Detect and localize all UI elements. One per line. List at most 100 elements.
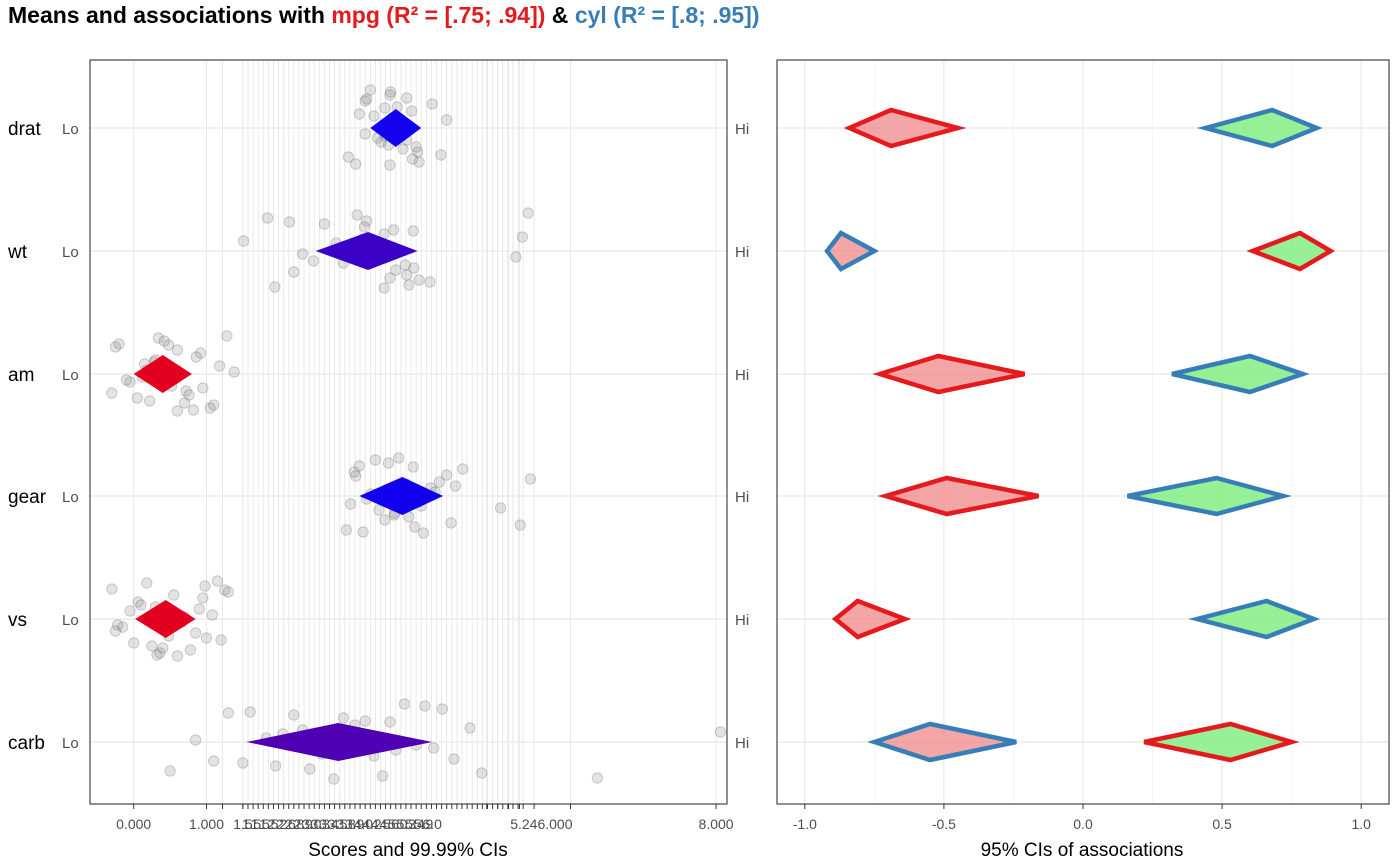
data-point-carb-10 xyxy=(288,709,300,721)
data-point-gear-31 xyxy=(350,470,362,482)
data-point-wt-24 xyxy=(413,274,425,286)
data-point-vs-19 xyxy=(168,589,180,601)
data-point-wt-13 xyxy=(403,279,415,291)
assoc-negative-wt xyxy=(824,230,880,272)
data-point-vs-28 xyxy=(151,649,163,661)
data-point-vs-11 xyxy=(109,625,122,637)
data-point-am-16 xyxy=(183,389,195,401)
data-point-wt-19 xyxy=(358,221,371,233)
left-x-tick-label-0: 0.000 xyxy=(116,816,151,832)
data-point-wt-7 xyxy=(408,262,420,274)
data-point-am-27 xyxy=(163,339,175,351)
assoc-positive-carb xyxy=(1143,721,1300,763)
data-point-wt-0 xyxy=(361,215,373,227)
data-point-am-3 xyxy=(171,405,183,417)
data-point-wt-29 xyxy=(238,235,250,247)
chart-title: Means and associations with mpg (R² = [.… xyxy=(8,2,760,29)
data-point-drat-20 xyxy=(375,136,387,148)
data-point-carb-29 xyxy=(714,726,727,738)
left-x-tick-label-overlap-1: 1.5 xyxy=(242,816,262,832)
data-point-gear-12 xyxy=(524,473,537,485)
assoc-negative-vs xyxy=(831,598,912,640)
data-point-wt-18 xyxy=(384,272,396,284)
data-point-gear-6 xyxy=(369,454,381,466)
row-lo-label-drat: Lo xyxy=(62,121,79,138)
left-x-tick-label-1: 1.000 xyxy=(189,816,224,832)
data-point-gear-5 xyxy=(345,498,357,510)
left-x-tick-label-right: 5.246.000 xyxy=(510,816,572,832)
data-point-gear-11 xyxy=(494,502,507,514)
data-point-carb-28 xyxy=(591,772,604,784)
row-hi-label-am: Hi xyxy=(735,367,749,384)
data-point-drat-18 xyxy=(435,149,447,161)
data-point-drat-1 xyxy=(411,146,424,158)
data-point-wt-27 xyxy=(283,216,296,228)
data-point-carb-19 xyxy=(337,712,349,724)
title-criterion-mpg: mpg (R² = [.75; .94]) xyxy=(331,2,546,28)
data-point-gear-21 xyxy=(393,452,405,464)
data-point-gear-10 xyxy=(457,463,469,475)
data-point-drat-19 xyxy=(426,98,438,110)
assoc-negative-drat xyxy=(843,107,967,149)
data-point-gear-4 xyxy=(441,469,453,481)
data-point-am-21 xyxy=(221,330,233,342)
data-point-gear-20 xyxy=(373,504,385,516)
data-point-drat-10 xyxy=(359,95,371,107)
left-x-tick-label-overlap-9: 3.3 xyxy=(311,816,331,832)
data-point-carb-31 xyxy=(384,716,396,728)
data-point-vs-15 xyxy=(199,580,211,592)
left-x-tick-label-overlap-8: 3.0 xyxy=(302,816,322,832)
data-point-am-0 xyxy=(113,338,125,350)
assoc-negative-carb xyxy=(867,721,1017,763)
row-lo-label-gear: Lo xyxy=(62,489,79,506)
data-point-carb-24 xyxy=(164,765,176,777)
title-joiner: & xyxy=(545,2,575,28)
mean-diamond-drat xyxy=(370,109,422,147)
data-point-vs-17 xyxy=(124,605,136,617)
right-x-tick-label-0: -1.0 xyxy=(793,816,817,832)
left-x-tick-label-overlap-11: 3.5 xyxy=(328,816,348,832)
row-label-am: am xyxy=(8,365,34,386)
left-x-tick-label-overlap-18: 5.0 xyxy=(388,816,408,832)
data-point-gear-1 xyxy=(379,514,391,526)
data-point-drat-23 xyxy=(353,108,365,120)
data-point-drat-8 xyxy=(406,153,419,165)
data-point-gear-15 xyxy=(382,457,395,469)
data-point-vs-6 xyxy=(141,577,153,589)
assoc-positive-vs xyxy=(1188,598,1321,640)
title-criterion-cyl: cyl (R² = [.8; .95]) xyxy=(574,2,760,28)
data-point-carb-16 xyxy=(237,757,249,769)
data-point-wt-4 xyxy=(387,224,400,236)
data-point-vs-29 xyxy=(193,603,205,615)
data-point-drat-31 xyxy=(379,102,391,114)
left-x-tick-label-overlap-12: 3.8 xyxy=(336,816,356,832)
data-point-drat-12 xyxy=(406,105,418,117)
data-point-am-5 xyxy=(124,376,136,388)
data-point-am-6 xyxy=(152,332,165,344)
data-point-carb-13 xyxy=(377,770,389,782)
data-point-wt-20 xyxy=(399,259,411,271)
row-lo-label-carb: Lo xyxy=(62,735,79,752)
data-point-carb-25 xyxy=(189,734,202,746)
data-point-am-18 xyxy=(144,395,156,407)
data-point-am-24 xyxy=(179,397,191,409)
data-point-drat-22 xyxy=(359,128,371,140)
data-point-gear-0 xyxy=(353,460,365,472)
data-point-drat-24 xyxy=(342,151,355,163)
data-point-vs-8 xyxy=(184,644,197,656)
data-point-drat-27 xyxy=(361,93,373,105)
left-panel-border xyxy=(89,59,728,805)
left-x-tick-label-overlap-19: 5.3 xyxy=(397,816,417,832)
left-x-tick-label-overlap-14: 4.0 xyxy=(354,816,374,832)
data-point-gear-18 xyxy=(445,517,457,529)
row-lo-label-am: Lo xyxy=(62,367,79,384)
data-point-wt-21 xyxy=(522,207,534,219)
data-point-vs-9 xyxy=(206,609,218,621)
data-point-wt-31 xyxy=(407,225,419,237)
data-point-vs-5 xyxy=(117,621,129,633)
data-point-carb-26 xyxy=(208,755,220,767)
right-x-axis-label: 95% CIs of associations xyxy=(981,840,1184,861)
assoc-positive-am xyxy=(1171,353,1310,395)
data-point-vs-24 xyxy=(157,642,169,654)
